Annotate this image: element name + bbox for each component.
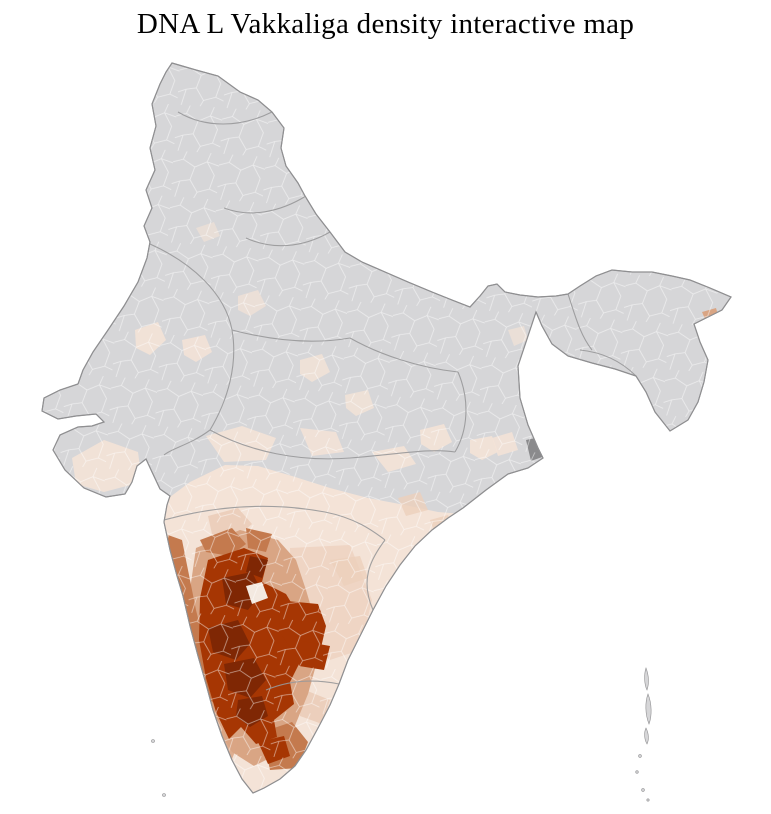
- state-border-line: [223, 195, 307, 214]
- island-dot[interactable]: [638, 754, 642, 758]
- state-border-line: [579, 349, 637, 377]
- state-border-line: [149, 243, 235, 431]
- island-shape[interactable]: [644, 667, 649, 691]
- island-dot[interactable]: [635, 770, 639, 774]
- page-title: DNA L Vakkaliga density interactive map: [136, 8, 635, 40]
- state-border-line: [231, 329, 351, 342]
- state-border-line: [163, 429, 211, 456]
- state-border-line: [567, 293, 593, 351]
- lakshadweep-islands[interactable]: [151, 739, 166, 797]
- island-dot[interactable]: [641, 788, 645, 792]
- state-borders: [149, 111, 637, 691]
- island-dot[interactable]: [162, 793, 166, 797]
- coastline-outline: [41, 62, 732, 794]
- andaman-islands[interactable]: [635, 667, 652, 802]
- island-dot[interactable]: [151, 739, 155, 743]
- state-border-line: [265, 680, 340, 691]
- state-border-line: [177, 111, 273, 125]
- island-dot[interactable]: [646, 798, 650, 802]
- island-shape[interactable]: [644, 727, 649, 745]
- island-shape[interactable]: [645, 693, 652, 725]
- state-border-line: [366, 539, 386, 611]
- state-border-line: [163, 505, 386, 541]
- state-border-line: [209, 429, 456, 460]
- state-border-line: [245, 231, 331, 247]
- state-border-line: [349, 337, 459, 373]
- state-border-line: [454, 371, 467, 453]
